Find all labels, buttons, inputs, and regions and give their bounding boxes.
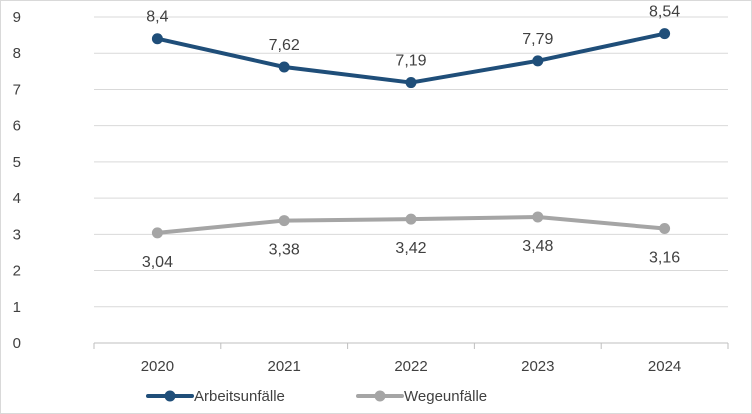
y-tick-label: 4 (13, 190, 21, 207)
series-wegeunfaelle: 3,04 3,38 3,42 3,48 3,16 (142, 211, 680, 271)
data-label: 3,04 (142, 254, 173, 271)
data-label: 3,42 (395, 240, 426, 257)
data-label: 8,54 (649, 4, 680, 21)
y-tick-label: 5 (13, 154, 21, 171)
legend-label: Arbeitsunfälle (194, 388, 285, 405)
x-axis: 2020 2021 2022 2023 2024 (93, 342, 729, 375)
legend-swatch-marker (164, 390, 176, 402)
data-label: 8,4 (146, 9, 168, 26)
data-point (405, 213, 417, 225)
legend-label: Wegeunfälle (404, 388, 487, 405)
legend-swatch-marker (374, 390, 386, 402)
data-label: 3,48 (522, 238, 553, 255)
legend-item: Wegeunfälle (356, 388, 487, 405)
x-tick-label: 2022 (394, 358, 427, 375)
data-label: 7,79 (522, 31, 553, 48)
data-label: 7,19 (395, 53, 426, 70)
x-tick-label: 2020 (141, 358, 174, 375)
legend: Arbeitsunfälle Wegeunfälle (146, 388, 487, 405)
data-point (151, 227, 163, 239)
data-point (151, 33, 163, 45)
data-point (532, 211, 544, 223)
x-tick-label: 2023 (521, 358, 554, 375)
data-label: 7,62 (269, 37, 300, 54)
x-tick-label: 2021 (268, 358, 301, 375)
y-tick-label: 7 (13, 81, 21, 98)
data-point (278, 61, 290, 73)
data-label: 3,16 (649, 250, 680, 267)
series-arbeitsunfaelle: 8,4 7,62 7,19 7,79 8,54 (146, 4, 680, 89)
y-tick-label: 9 (13, 9, 21, 26)
series-layer: 8,4 7,62 7,19 7,79 8,54 3,04 3,38 3,42 3,48 3,16 (142, 4, 680, 271)
y-tick-label: 3 (13, 226, 21, 243)
data-point (278, 215, 290, 227)
gridlines (94, 16, 728, 308)
y-tick-label: 6 (13, 118, 21, 135)
data-label: 3,38 (269, 242, 300, 259)
data-point (659, 28, 671, 40)
legend-item: Arbeitsunfälle (146, 388, 285, 405)
data-point (405, 77, 417, 89)
y-axis-tick-labels: 0 1 2 3 4 5 6 7 8 9 (13, 9, 21, 352)
x-tick-label: 2024 (648, 358, 681, 375)
data-point (532, 55, 544, 67)
y-tick-label: 0 (13, 335, 21, 352)
y-tick-label: 8 (13, 45, 21, 62)
data-point (659, 223, 671, 235)
y-tick-label: 2 (13, 263, 21, 280)
y-tick-label: 1 (13, 299, 21, 316)
